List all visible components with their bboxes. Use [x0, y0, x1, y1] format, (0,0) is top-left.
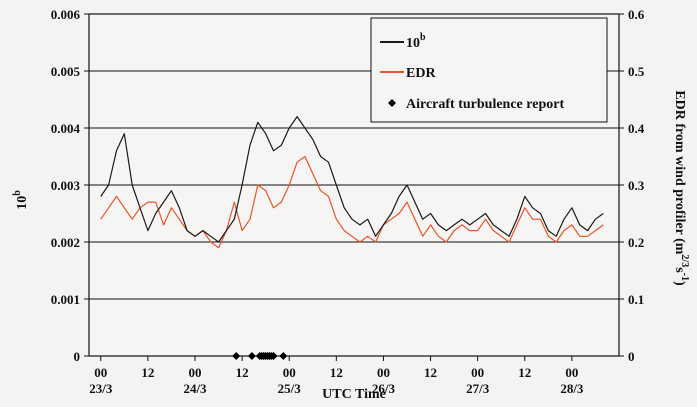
axis-ticks: 0 00.001 0.10.002 0.20.003 0.30.004 0.40.005 0… — [51, 7, 645, 396]
y-axis-left-title: 10b — [12, 190, 30, 210]
tick-label-left-1: 0.001 — [51, 292, 80, 307]
y-axis-right-title-sup2: -1 — [679, 273, 690, 281]
x-axis-title: UTC Time — [322, 387, 386, 402]
tick-label-x-top-2: 00 — [189, 365, 202, 380]
legend-swatch-report — [388, 99, 396, 107]
y-axis-right-title-mid: s — [672, 267, 687, 273]
tick-label-right-2: 0.2 — [628, 235, 644, 250]
tick-label-x-top-3: 12 — [236, 365, 249, 380]
y-axis-right-title: EDR from wind profiler (m2/3s-1) — [672, 90, 690, 286]
report-point-9 — [269, 352, 278, 360]
tick-label-left-5: 0.005 — [51, 64, 81, 79]
legend-label-report: Aircraft turbulence report — [406, 97, 564, 112]
legend-box — [370, 17, 608, 123]
tick-label-left-6: 0.006 — [51, 7, 81, 22]
y-axis-left-title-base: 10 — [15, 196, 30, 210]
tick-label-right-6: 0.6 — [628, 7, 645, 22]
tick-label-x-bottom-4: 25/3 — [278, 381, 302, 396]
tick-label-right-0: 0 — [628, 349, 635, 364]
tick-label-left-0: 0 — [74, 349, 81, 364]
tick-label-x-bottom-2: 24/3 — [183, 381, 207, 396]
legend-label-10b: 10b — [406, 32, 426, 51]
tick-label-x-top-1: 12 — [141, 365, 154, 380]
report-point-1 — [247, 352, 256, 360]
tick-label-x-top-4: 00 — [283, 365, 296, 380]
tick-label-x-bottom-0: 23/3 — [89, 381, 113, 396]
turbulence-report-series — [232, 352, 288, 360]
tick-label-right-3: 0.3 — [628, 178, 645, 193]
tick-label-right-5: 0.5 — [628, 64, 645, 79]
report-point-10 — [279, 352, 288, 360]
ten-b-line — [100, 116, 604, 243]
tick-label-x-bottom-6: 26/3 — [372, 381, 396, 396]
tick-label-x-top-7: 12 — [424, 365, 437, 380]
tick-label-left-2: 0.002 — [51, 235, 80, 250]
tick-label-x-top-6: 00 — [377, 365, 390, 380]
y-axis-right-title-base: EDR from wind profiler (m — [672, 90, 687, 254]
ten-b-series — [100, 116, 604, 243]
tick-label-right-4: 0.4 — [628, 121, 645, 136]
tick-label-left-4: 0.004 — [51, 121, 81, 136]
report-point-0 — [232, 352, 241, 360]
tick-label-x-top-9: 12 — [518, 365, 531, 380]
tick-label-x-top-10: 00 — [565, 365, 578, 380]
legend-label-10b-base: 10 — [406, 36, 420, 51]
tick-label-x-top-8: 00 — [471, 365, 484, 380]
legend-label-10b-sup: b — [420, 32, 426, 43]
tick-label-right-1: 0.1 — [628, 292, 644, 307]
y-axis-right-title-sup: 2/3 — [679, 254, 690, 267]
tick-label-x-bottom-10: 28/3 — [560, 381, 584, 396]
tick-label-x-top-5: 12 — [330, 365, 343, 380]
y-axis-left-title-sup: b — [12, 190, 23, 196]
tick-label-x-bottom-8: 27/3 — [466, 381, 490, 396]
tick-label-x-top-0: 00 — [94, 365, 107, 380]
legend-label-edr: EDR — [406, 66, 436, 81]
y-axis-right-title-end: ) — [672, 281, 687, 286]
legend: 10b EDR Aircraft turbulence report — [370, 17, 608, 123]
edr-line — [100, 155, 604, 249]
tick-label-left-3: 0.003 — [51, 178, 81, 193]
edr-series — [100, 155, 604, 249]
